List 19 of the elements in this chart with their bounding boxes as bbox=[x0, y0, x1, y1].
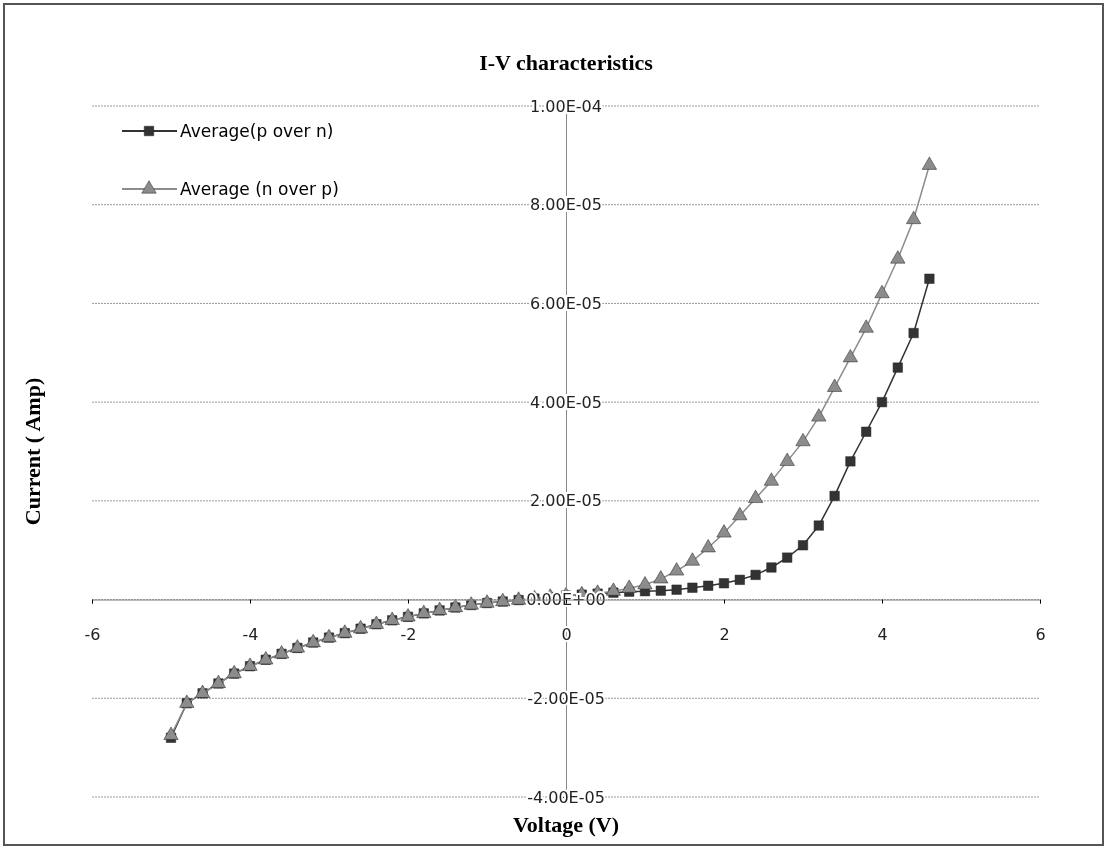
y-tick-label: -2.00E-05 bbox=[527, 688, 605, 708]
y-tick-label: 8.00E-05 bbox=[530, 195, 602, 215]
y-tick-label: -4.00E-05 bbox=[527, 787, 605, 807]
x-tick-label: -4 bbox=[242, 625, 259, 645]
x-axis-title: Voltage (V) bbox=[512, 812, 620, 837]
chart-title: I-V characteristics bbox=[479, 50, 654, 75]
y-tick-label: 4.00E-05 bbox=[530, 392, 602, 412]
legend-label: Average(p over n) bbox=[180, 120, 334, 141]
x-tick-label: 2 bbox=[719, 625, 730, 645]
x-tick-label: 4 bbox=[877, 625, 888, 645]
x-tick-label: -2 bbox=[400, 625, 417, 645]
y-tick-label: 1.00E-04 bbox=[530, 96, 602, 116]
x-tick-label: -6 bbox=[84, 625, 101, 645]
legend-label: Average (n over p) bbox=[180, 178, 339, 199]
y-tick-label: 2.00E-05 bbox=[530, 491, 602, 511]
x-tick-label: 0 bbox=[561, 625, 572, 645]
x-tick-label: 6 bbox=[1035, 625, 1046, 645]
y-axis-title: Current ( Amp) bbox=[20, 377, 45, 526]
y-tick-label: 6.00E-05 bbox=[530, 294, 602, 314]
